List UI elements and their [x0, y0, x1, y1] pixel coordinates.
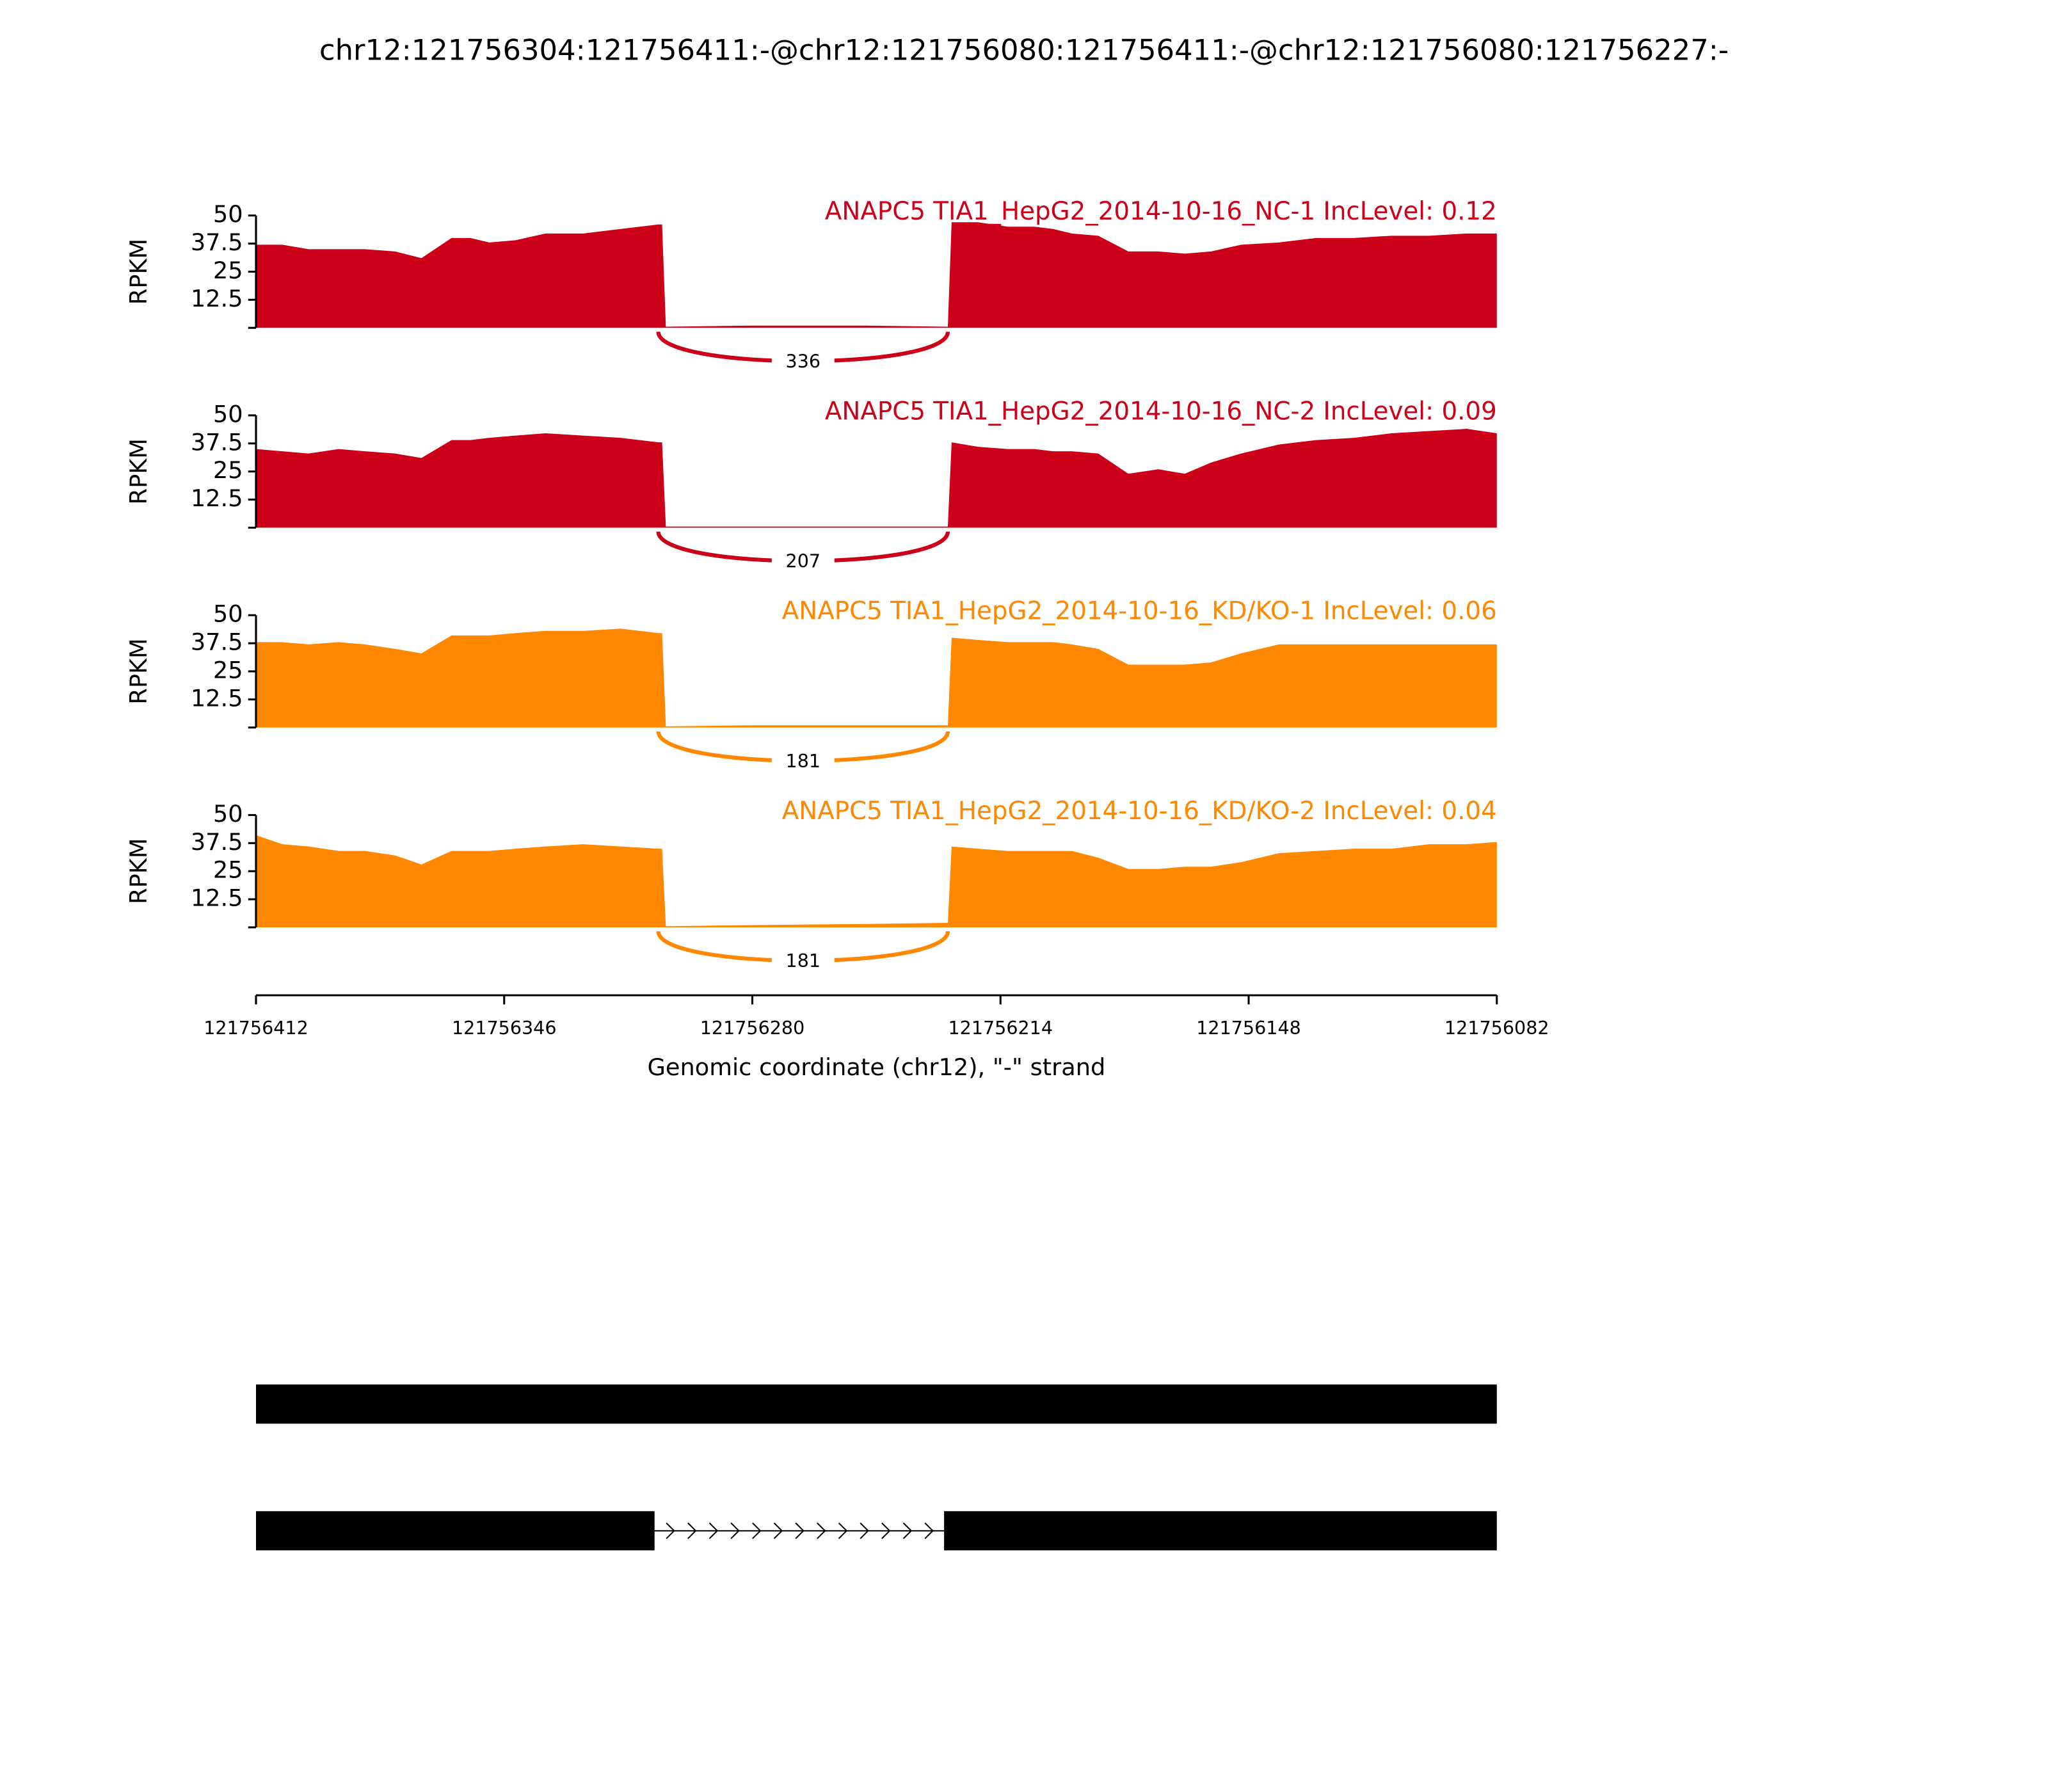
y-tick-label: 25	[213, 856, 243, 884]
intron-chevron	[860, 1522, 869, 1539]
junction-label-bg	[771, 349, 835, 373]
y-axis-label: RPKM	[125, 438, 152, 504]
coverage-area	[256, 835, 1497, 927]
y-tick-label: 37.5	[191, 828, 243, 856]
panel-title: ANAPC5 TIA1_HepG2_2014-10-16_KD/KO-1 Inc…	[782, 597, 1497, 626]
coverage-area	[256, 628, 1497, 728]
intron-chevron	[817, 1522, 826, 1539]
x-axis-label: Genomic coordinate (chr12), "-" strand	[647, 1053, 1105, 1081]
intron-chevron	[773, 1522, 783, 1539]
intron-chevron	[924, 1522, 934, 1539]
intron-chevron	[730, 1522, 740, 1539]
intron-chevron	[687, 1522, 697, 1539]
y-tick-label: 50	[213, 200, 243, 228]
y-tick-label: 50	[213, 600, 243, 628]
junction-count: 207	[786, 550, 821, 572]
figure-title: chr12:121756304:121756411:-@chr12:121756…	[319, 33, 1729, 67]
y-tick-label: 12.5	[191, 684, 243, 712]
y-tick-label: 25	[213, 257, 243, 284]
y-tick-label: 25	[213, 656, 243, 684]
intron-chevron	[902, 1522, 913, 1539]
exon	[944, 1511, 1497, 1551]
y-axis-label: RPKM	[125, 838, 152, 904]
coverage-area	[256, 222, 1497, 328]
y-tick-label: 37.5	[191, 628, 243, 656]
panel-title: ANAPC5 TIA1_HepG2_2014-10-16_NC-1 IncLev…	[825, 197, 1497, 226]
intron-chevron	[666, 1522, 675, 1539]
y-tick-label: 50	[213, 800, 243, 828]
panel-title: ANAPC5 TIA1_HepG2_2014-10-16_KD/KO-2 Inc…	[782, 797, 1497, 826]
junction-count: 181	[786, 950, 821, 972]
x-tick-label: 121756346	[452, 1017, 557, 1039]
y-tick-label: 37.5	[191, 428, 243, 456]
coverage-area	[256, 429, 1497, 528]
intron-chevron	[795, 1522, 804, 1539]
x-tick-label: 121756280	[700, 1017, 805, 1039]
junction-label-bg	[771, 549, 835, 573]
intron-chevron	[708, 1522, 719, 1539]
x-tick-label: 121756148	[1196, 1017, 1301, 1039]
junction-label-bg	[771, 948, 835, 973]
junction-count: 336	[786, 350, 821, 372]
junction-label-bg	[771, 749, 835, 773]
intron-chevron	[838, 1522, 848, 1539]
intron-chevron	[752, 1522, 762, 1539]
exon	[256, 1511, 655, 1551]
y-tick-label: 12.5	[191, 484, 243, 512]
x-tick-label: 121756214	[948, 1017, 1053, 1039]
y-axis-label: RPKM	[125, 638, 152, 704]
y-tick-label: 50	[213, 400, 243, 428]
panel-title: ANAPC5 TIA1_HepG2_2014-10-16_NC-2 IncLev…	[825, 397, 1497, 426]
x-tick-label: 121756082	[1444, 1017, 1549, 1039]
y-tick-label: 37.5	[191, 228, 243, 256]
x-tick-label: 121756412	[204, 1017, 308, 1039]
junction-count: 181	[786, 750, 821, 772]
exon	[256, 1384, 1497, 1424]
intron-chevron	[881, 1522, 891, 1539]
y-tick-label: 12.5	[191, 285, 243, 312]
y-tick-label: 12.5	[191, 884, 243, 912]
y-tick-label: 25	[213, 456, 243, 484]
y-axis-label: RPKM	[125, 239, 152, 305]
